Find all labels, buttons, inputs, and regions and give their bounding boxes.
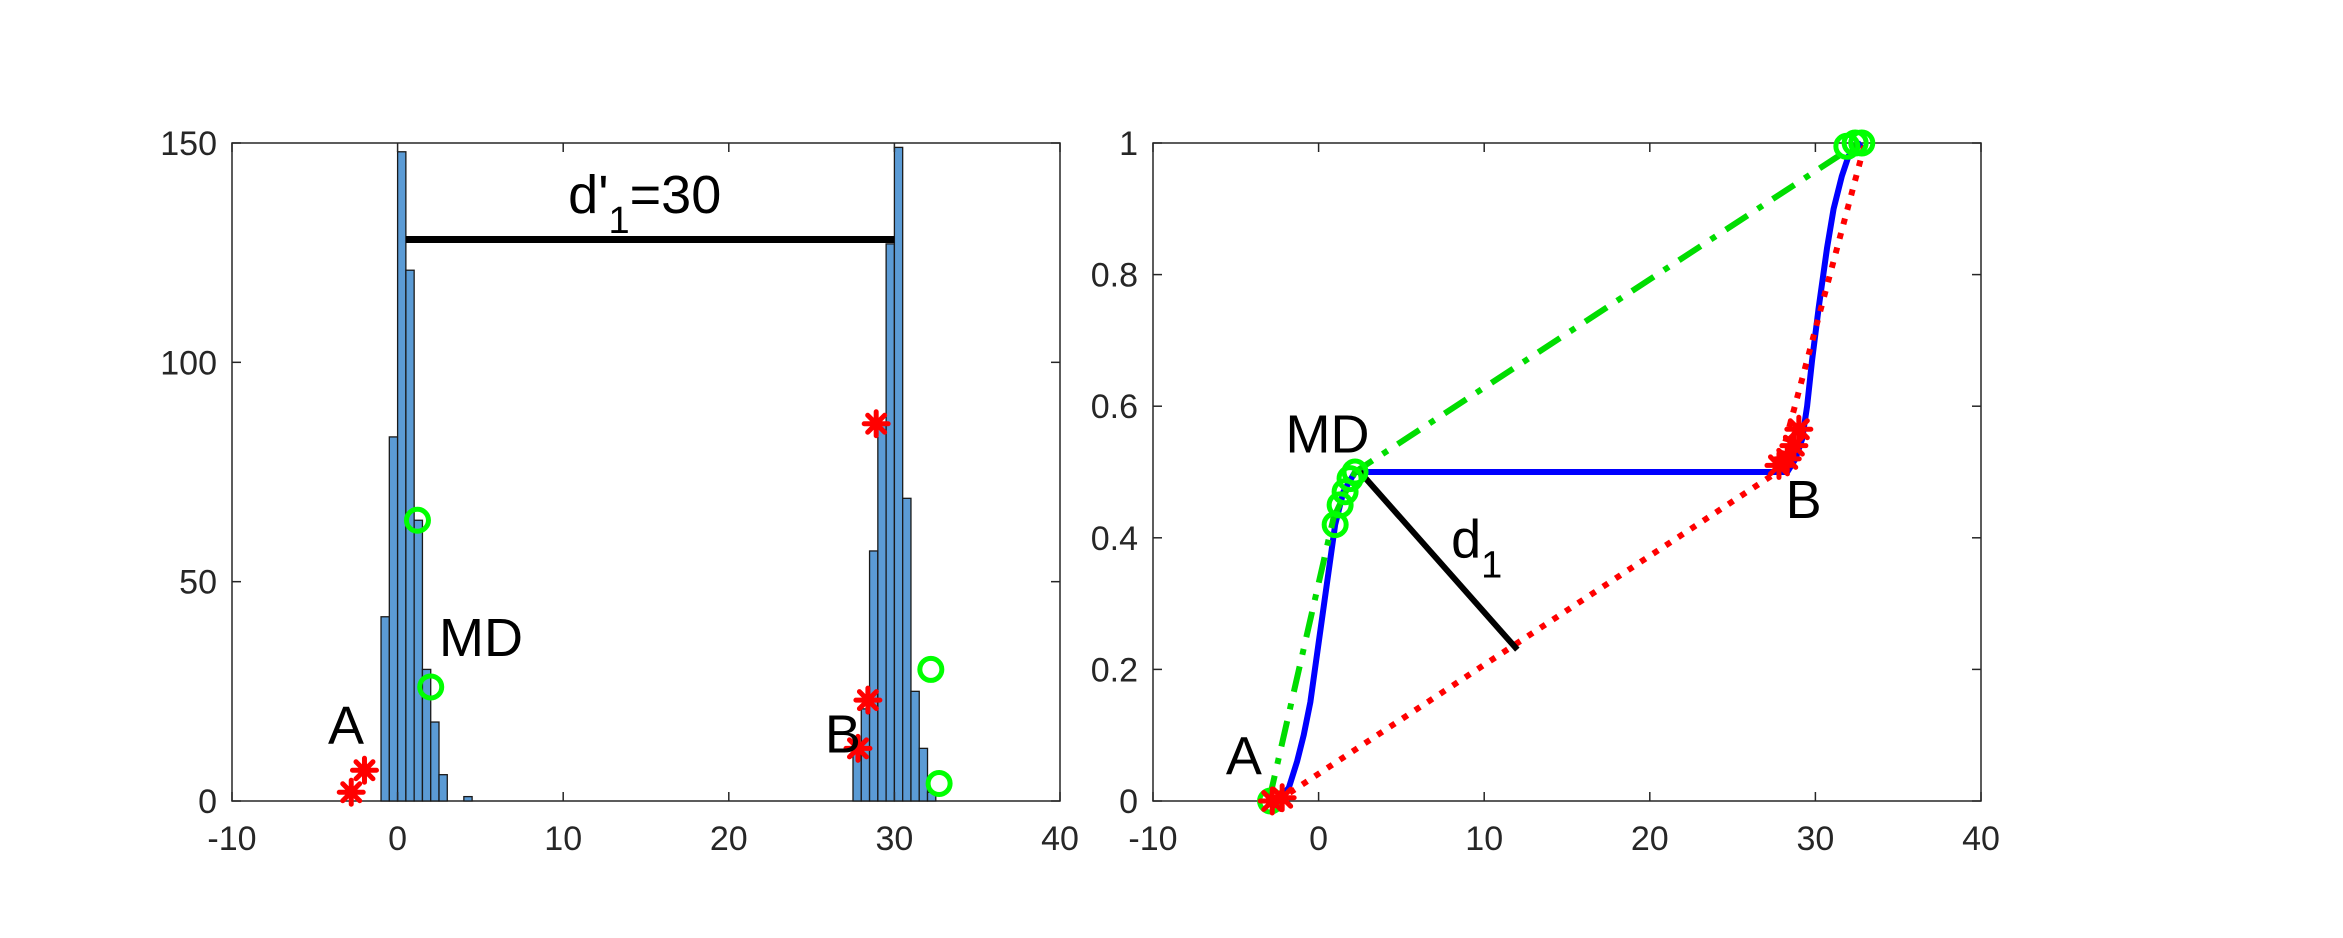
left-x-tick-label: 40 bbox=[1041, 820, 1079, 858]
right-y-tick-label: 0.2 bbox=[1091, 651, 1138, 689]
red-star-marker bbox=[1779, 431, 1809, 461]
red-star-marker bbox=[349, 755, 379, 785]
green-circle-marker bbox=[1341, 458, 1369, 486]
left-x-tick-label: -10 bbox=[207, 820, 256, 858]
red-star-marker bbox=[1772, 444, 1802, 474]
histogram-bar bbox=[413, 519, 424, 802]
red-star-marker bbox=[861, 409, 891, 439]
green-circle-marker bbox=[417, 673, 445, 701]
point-label-md: MD bbox=[1285, 404, 1369, 464]
left-overlay: A MD Bd'1=30 bbox=[328, 165, 953, 807]
right-y-tick-label: 0 bbox=[1119, 783, 1138, 821]
right-x-tick-label: 10 bbox=[1465, 820, 1503, 858]
red-star-marker bbox=[336, 777, 366, 807]
histogram-bar bbox=[918, 747, 929, 802]
green-circle-marker bbox=[1848, 129, 1876, 157]
point-label-a: A bbox=[328, 696, 364, 756]
histogram-bar bbox=[430, 721, 440, 802]
red-star-marker bbox=[853, 685, 883, 715]
left-y-tick-label: 0 bbox=[198, 783, 217, 821]
left-y-tick-label: 100 bbox=[160, 344, 217, 382]
red-star-marker bbox=[1267, 783, 1297, 813]
perpendicular-distance-segment bbox=[1357, 470, 1520, 652]
point-label-b: B bbox=[825, 705, 861, 765]
histogram-bar bbox=[380, 616, 390, 802]
left-axes-box bbox=[231, 142, 1061, 802]
histogram-bar bbox=[868, 550, 879, 802]
left-x-tick-label: 20 bbox=[710, 820, 748, 858]
red-star-marker bbox=[843, 733, 873, 763]
series-dashdot-green bbox=[1265, 140, 1861, 802]
histogram-bar bbox=[463, 795, 473, 802]
left-x-tick-label: 10 bbox=[544, 820, 582, 858]
green-circle-marker bbox=[917, 655, 945, 683]
right-y-tick-label: 0.6 bbox=[1091, 388, 1138, 426]
left-x-tick-label: 30 bbox=[875, 820, 913, 858]
right-x-tick-label: 40 bbox=[1962, 820, 2000, 858]
left-y-tick-label: 150 bbox=[160, 125, 217, 163]
histogram-bar bbox=[438, 774, 448, 802]
green-circle-marker bbox=[1326, 491, 1354, 519]
green-circle-marker bbox=[403, 506, 431, 534]
right-x-tick-label: 20 bbox=[1631, 820, 1669, 858]
histogram-bar bbox=[405, 269, 415, 802]
right-x-tick-label: -10 bbox=[1128, 820, 1177, 858]
right-x-tick-label: 0 bbox=[1309, 820, 1328, 858]
histogram-bar bbox=[877, 423, 887, 802]
red-star-marker bbox=[1257, 786, 1287, 816]
left-x-tick-label: 0 bbox=[388, 820, 407, 858]
histogram-bar bbox=[388, 436, 399, 802]
right-x-tick-label: 30 bbox=[1796, 820, 1834, 858]
histogram-bar bbox=[902, 497, 912, 802]
right-y-tick-label: 0.4 bbox=[1091, 520, 1138, 558]
point-label-a: A bbox=[1226, 727, 1262, 787]
histogram-bar bbox=[396, 151, 407, 802]
left-histogram-bars bbox=[380, 146, 937, 802]
point-label-md: MD bbox=[439, 608, 523, 668]
histogram-bar bbox=[893, 146, 904, 802]
left-segment-label: d'1=30 bbox=[568, 165, 721, 242]
red-star-marker bbox=[1784, 414, 1814, 444]
right-overlay: A MD Bd1 bbox=[1226, 129, 1876, 816]
right-y-tick-label: 1 bbox=[1119, 125, 1138, 163]
histogram-bar bbox=[910, 690, 920, 802]
right-segment-label: d1 bbox=[1451, 510, 1502, 587]
green-circle-marker bbox=[925, 769, 953, 797]
left-y-tick-label: 50 bbox=[179, 564, 217, 602]
histogram-bar bbox=[885, 243, 896, 802]
histogram-bar bbox=[421, 668, 432, 802]
right-y-tick-label: 0.8 bbox=[1091, 257, 1138, 295]
point-label-b: B bbox=[1786, 470, 1822, 530]
series-dotted-red bbox=[1275, 142, 1868, 804]
